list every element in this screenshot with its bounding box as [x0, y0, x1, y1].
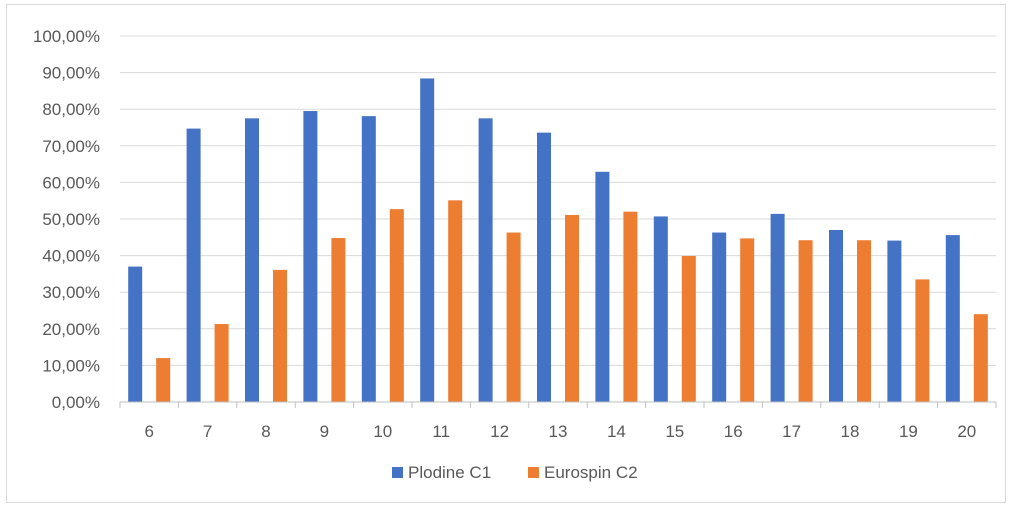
bar-eurospin-12	[506, 232, 521, 402]
bar-eurospin-8	[273, 269, 287, 402]
x-tick-label: 16	[724, 422, 743, 441]
bar-eurospin-9	[331, 238, 346, 402]
x-tick-label: 6	[144, 422, 153, 441]
bar-eurospin-7	[214, 324, 229, 402]
x-tick-label: 18	[841, 422, 860, 441]
legend: Plodine C1 Eurospin C2	[392, 463, 638, 482]
bar-plodine-12	[478, 118, 493, 402]
bar-plodine-8	[245, 118, 259, 402]
x-tick-label: 7	[203, 422, 212, 441]
bar-plodine-13	[537, 132, 551, 402]
x-tick-label: 19	[899, 422, 918, 441]
bar-plodine-20	[945, 235, 960, 402]
y-tick-label: 30,00%	[42, 283, 100, 302]
bar-eurospin-11	[448, 200, 463, 402]
x-axis-tick-labels: 6 7 8 9 10 11 12 13 14 15 16 17 18 19 20	[144, 422, 976, 441]
y-tick-label: 0,00%	[52, 393, 100, 412]
y-tick-label: 100,00%	[33, 27, 100, 46]
bar-eurospin-20	[973, 314, 988, 402]
bar-eurospin-6	[156, 358, 171, 402]
x-tick-label: 11	[432, 422, 450, 441]
x-tick-label: 12	[490, 422, 509, 441]
x-tick-label: 13	[549, 422, 568, 441]
bar-plodine-15	[653, 216, 668, 402]
y-tick-label: 60,00%	[42, 173, 100, 192]
bar-eurospin-18	[857, 240, 871, 402]
y-axis-tick-labels: 0,00% 10,00% 20,00% 30,00% 40,00% 50,00% 60,00…	[33, 27, 100, 412]
x-tick-label: 20	[957, 422, 976, 441]
gridlines	[120, 35, 996, 366]
bar-eurospin-10	[389, 209, 404, 402]
bar-eurospin-15	[681, 255, 696, 402]
legend-label: Eurospin C2	[544, 463, 638, 482]
bar-eurospin-14	[623, 211, 638, 402]
x-tick-label: 17	[782, 422, 801, 441]
y-tick-label: 80,00%	[42, 100, 100, 119]
legend-label: Plodine C1	[408, 463, 491, 482]
legend-swatch	[528, 467, 539, 478]
bar-eurospin-17	[798, 240, 813, 402]
x-tick-label: 15	[665, 422, 684, 441]
x-tick-label: 10	[373, 422, 392, 441]
bar-plodine-11	[420, 78, 435, 403]
y-tick-label: 90,00%	[42, 64, 100, 83]
y-tick-label: 20,00%	[42, 320, 100, 339]
x-tick-label: 14	[607, 422, 626, 441]
bar-plodine-16	[712, 232, 727, 402]
y-tick-label: 50,00%	[42, 210, 100, 229]
x-tick-label: 9	[320, 422, 329, 441]
x-axis	[119, 401, 997, 408]
bar-plodine-6	[128, 266, 143, 402]
x-tick-label: 8	[261, 422, 270, 441]
legend-swatch	[392, 467, 403, 478]
bar-eurospin-13	[565, 214, 579, 402]
bar-plodine-14	[595, 171, 610, 402]
y-tick-label: 40,00%	[42, 247, 100, 266]
bar-plodine-7	[186, 128, 201, 402]
y-tick-label: 70,00%	[42, 137, 100, 156]
y-tick-label: 10,00%	[42, 356, 100, 375]
bar-eurospin-19	[915, 279, 930, 402]
bar-plodine-19	[887, 240, 902, 402]
bar-plodine-10	[361, 116, 376, 403]
bar-plodine-17	[770, 213, 785, 402]
bar-eurospin-16	[740, 238, 755, 402]
bar-plodine-9	[303, 111, 318, 402]
bars	[128, 78, 988, 403]
bar-plodine-18	[829, 229, 843, 402]
